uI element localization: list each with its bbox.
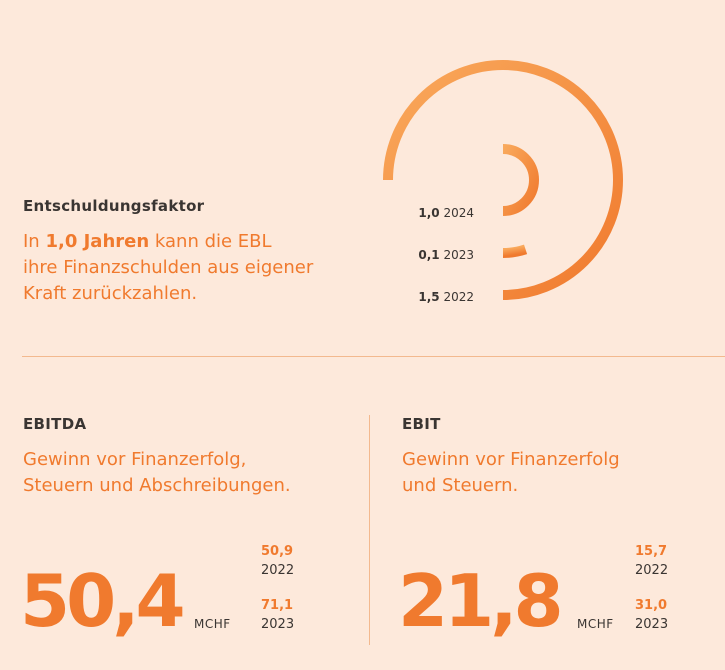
ebitda-desc-line-1: Gewinn vor Finanzerfolg, <box>23 449 247 470</box>
ring-arc-2024 <box>502 144 539 216</box>
ring-arc-2023 <box>502 244 528 258</box>
ring-label-2022: 1,5 2022 <box>394 290 474 304</box>
ebitda-prev-year-2023: 2023 <box>261 617 295 632</box>
ring-value-2023: 0,1 <box>418 248 440 262</box>
ring-year-2022: 2022 <box>443 290 474 304</box>
ring-year-2023: 2023 <box>443 248 474 262</box>
ebitda-title: EBITDA <box>23 415 87 433</box>
ebit-title: EBIT <box>402 415 441 433</box>
entschuldungsfaktor-description: In 1,0 Jahren kann die EBL ihre Finanzsc… <box>23 229 363 307</box>
ebitda-desc-line-2: Steuern und Abschreibungen. <box>23 475 291 496</box>
lead-bold: 1,0 Jahren <box>45 231 150 252</box>
ebit-prev-year-2022: 2022 <box>635 563 669 578</box>
ebit-prev-year-2023: 2023 <box>635 617 669 632</box>
ebitda-prev-value-2022: 50,9 <box>261 544 294 559</box>
ebit-desc-line-2: und Steuern. <box>402 475 519 496</box>
ebitda-prev-year-2022: 2022 <box>261 563 295 578</box>
ebitda-description: Gewinn vor Finanzerfolg, Steuern und Abs… <box>23 447 291 499</box>
lead-line-2: ihre Finanzschulden aus eigener <box>23 257 314 278</box>
ring-value-2022: 1,5 <box>418 290 440 304</box>
ring-value-2024: 1,0 <box>418 206 440 220</box>
ebit-prev-value-2023: 31,0 <box>635 598 668 613</box>
ebitda-prev-value-2023: 71,1 <box>261 598 294 613</box>
entschuldungsfaktor-title: Entschuldungsfaktor <box>23 197 205 215</box>
vertical-divider <box>369 415 370 645</box>
lead-line-3: Kraft zurückzahlen. <box>23 283 198 304</box>
ebit-desc-line-1: Gewinn vor Finanzerfolg <box>402 449 620 470</box>
ebitda-value: 50,4 <box>20 559 186 643</box>
ebit-description: Gewinn vor Finanzerfolg und Steuern. <box>402 447 620 499</box>
ebit-value: 21,8 <box>398 559 564 643</box>
entschuldungsfaktor-radial-chart <box>383 60 623 300</box>
ring-label-2023: 0,1 2023 <box>394 248 474 262</box>
horizontal-divider <box>22 356 725 357</box>
ebit-unit: MCHF <box>577 617 614 631</box>
lead-pre: In <box>23 231 46 252</box>
ebitda-unit: MCHF <box>194 617 231 631</box>
ring-year-2024: 2024 <box>443 206 474 220</box>
ring-label-2024: 1,0 2024 <box>394 206 474 220</box>
ebit-prev-value-2022: 15,7 <box>635 544 668 559</box>
ring-arc-2022 <box>383 60 623 300</box>
lead-post: kann die EBL <box>149 231 272 252</box>
